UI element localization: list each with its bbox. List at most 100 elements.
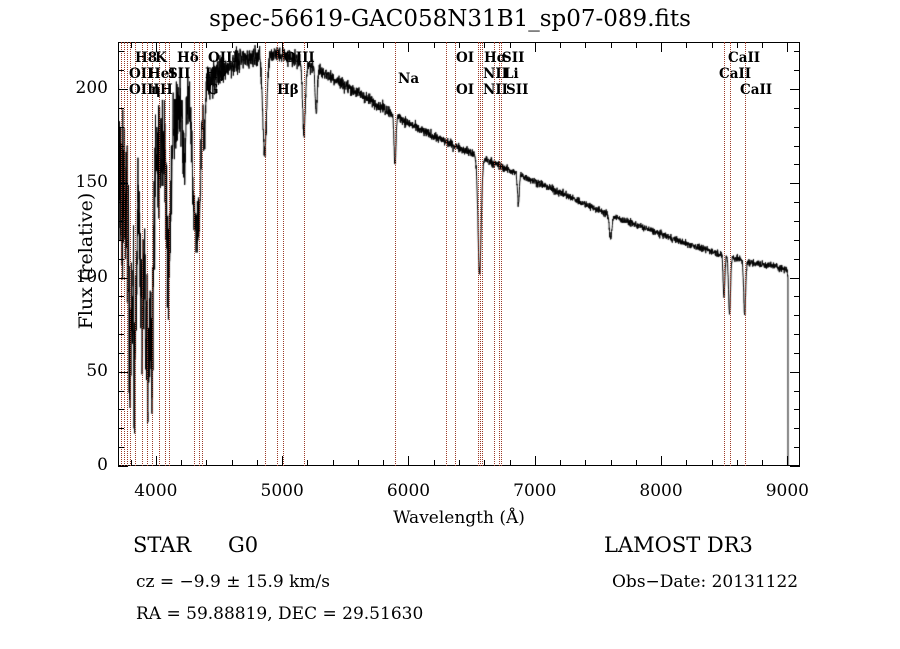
axis-tick [790, 466, 800, 467]
axis-tick [794, 70, 800, 72]
spectral-line-label: OII [129, 66, 154, 82]
spectral-line-label: η [151, 82, 161, 98]
axis-tick [118, 239, 124, 241]
marker-line [499, 42, 500, 466]
axis-tick [585, 42, 587, 48]
axis-tick [484, 460, 486, 466]
axis-tick [118, 277, 128, 279]
survey-name: LAMOST DR3 [604, 533, 753, 557]
axis-tick [118, 334, 124, 336]
x-tick-label: 4000 [134, 481, 178, 501]
marker-line [479, 42, 481, 466]
axis-tick [762, 42, 764, 48]
axis-tick [585, 460, 587, 466]
spectral-line-label: G [207, 82, 219, 98]
marker-line [124, 42, 126, 466]
marker-line [446, 42, 448, 466]
x-tick-label: 7000 [513, 481, 557, 501]
marker-line [454, 42, 456, 466]
axis-tick [790, 371, 800, 373]
axis-tick [433, 460, 435, 466]
marker-line [482, 42, 484, 466]
axis-tick [661, 456, 663, 466]
axis-tick [794, 409, 800, 411]
marker-line [264, 42, 266, 466]
axis-tick [794, 390, 800, 392]
axis-tick [130, 460, 132, 466]
axis-tick [332, 42, 334, 48]
page-title: spec-56619-GAC058N31B1_sp07-089.fits [209, 6, 691, 32]
axis-tick [794, 296, 800, 298]
axis-tick [686, 460, 688, 466]
x-tick-label: 6000 [386, 481, 431, 501]
axis-tick [332, 460, 334, 466]
axis-tick [794, 51, 800, 53]
axis-tick [155, 456, 157, 466]
axis-tick [307, 42, 309, 48]
axis-tick [118, 89, 128, 91]
marker-line [147, 42, 149, 466]
axis-tick [256, 42, 258, 48]
marker-line [494, 42, 496, 466]
axis-tick [794, 258, 800, 260]
axis-tick [794, 202, 800, 204]
spectral-line-label: CaII [740, 82, 773, 98]
axis-tick [383, 42, 385, 48]
marker-line [135, 42, 137, 466]
axis-tick [560, 42, 562, 48]
spectral-line-label: CaII [728, 50, 761, 66]
marker-line [121, 42, 123, 466]
axis-tick [509, 42, 511, 48]
marker-line [283, 42, 285, 466]
marker-line [194, 42, 196, 466]
marker-line [198, 42, 200, 466]
spectral-line-label: NII [483, 82, 508, 98]
axis-tick [433, 42, 435, 48]
radial-velocity: cz = −9.9 ± 15.9 km/s [136, 572, 330, 592]
axis-tick [661, 42, 663, 52]
spectral-line-label: HeI [148, 66, 176, 82]
spectral-line-label: OIII [208, 50, 239, 66]
axis-tick [790, 183, 800, 185]
spectral-line-label: H [160, 82, 173, 98]
axis-tick [794, 352, 800, 354]
axis-tick [794, 239, 800, 241]
axis-tick [459, 460, 460, 466]
marker-line [164, 42, 166, 466]
axis-tick [711, 42, 713, 48]
marker-line [477, 42, 479, 466]
axis-tick [118, 296, 124, 298]
spectral-line-label: CaII [719, 66, 752, 82]
axis-tick [357, 460, 359, 466]
marker-line [724, 42, 725, 466]
axis-tick [155, 42, 157, 52]
marker-line [127, 42, 128, 466]
axis-tick [181, 460, 183, 466]
object-type: STAR [133, 533, 192, 557]
axis-tick [459, 42, 460, 48]
axis-tick [790, 89, 800, 91]
spectral-line-label: OI [456, 50, 475, 66]
axis-tick [794, 334, 800, 336]
axis-tick [790, 277, 800, 279]
axis-tick [794, 145, 800, 147]
spectral-line-label: SII [506, 82, 529, 98]
y-axis-label: Flux (relative) [75, 192, 97, 330]
axis-tick [408, 456, 410, 466]
axis-tick [118, 352, 124, 354]
axis-tick [118, 126, 124, 128]
y-tick-label: 100 [75, 266, 108, 287]
axis-tick [794, 447, 800, 449]
axis-tick [118, 183, 128, 185]
axis-tick [118, 70, 124, 72]
axis-tick [686, 42, 688, 48]
y-tick-label: 200 [75, 78, 108, 99]
axis-tick [357, 42, 359, 48]
x-tick-label: 5000 [260, 481, 304, 501]
axis-tick [118, 145, 124, 147]
axis-tick [118, 221, 124, 223]
axis-tick [635, 460, 637, 466]
y-axis-label-wrap: Flux (relative) [48, 90, 97, 420]
axis-tick [794, 428, 800, 430]
